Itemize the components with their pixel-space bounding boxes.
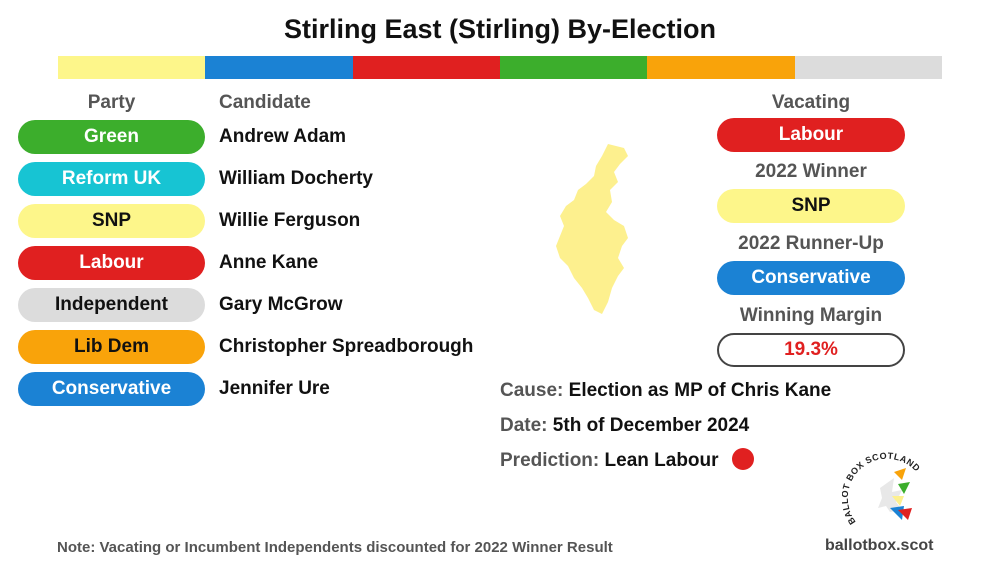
candidate-name: Andrew Adam bbox=[219, 126, 347, 147]
date-label: Date: bbox=[500, 415, 548, 436]
candidate-name: Anne Kane bbox=[219, 252, 319, 273]
ward-map bbox=[556, 144, 628, 314]
party-pill-green: Green bbox=[18, 120, 205, 154]
stripe-segment bbox=[794, 56, 942, 79]
candidate-name: Christopher Spreadborough bbox=[219, 336, 474, 357]
date-line: Date: 5th of December 2024 bbox=[500, 415, 749, 437]
cause-value: Election as MP of Chris Kane bbox=[568, 380, 832, 401]
candidate-name: Gary McGrow bbox=[219, 294, 343, 315]
margin-label: Winning Margin bbox=[739, 305, 883, 326]
party-color-stripe bbox=[58, 56, 942, 79]
stripe-segment bbox=[647, 56, 795, 79]
date-value: 5th of December 2024 bbox=[552, 415, 750, 436]
candidate-name: William Docherty bbox=[219, 168, 373, 189]
party-column-header: Party bbox=[87, 92, 136, 113]
cause-label: Cause: bbox=[500, 380, 564, 401]
prediction-line: Prediction: Lean Labour bbox=[500, 448, 754, 472]
cause-line: Cause: Election as MP of Chris Kane bbox=[500, 380, 831, 402]
runner-up-party-pill: Conservative bbox=[717, 261, 905, 295]
party-pill-conservative: Conservative bbox=[18, 372, 205, 406]
party-pill-lib-dem: Lib Dem bbox=[18, 330, 205, 364]
footnote: Note: Vacating or Incumbent Independents… bbox=[57, 539, 613, 556]
candidate-name: Jennifer Ure bbox=[219, 378, 330, 399]
party-pill-labour: Labour bbox=[18, 246, 205, 280]
page-title: Stirling East (Stirling) By-Election bbox=[283, 14, 717, 44]
candidate-column-header: Candidate bbox=[219, 92, 311, 113]
party-pill-reform-uk: Reform UK bbox=[18, 162, 205, 196]
stripe-segment bbox=[205, 56, 353, 79]
prediction-dot-icon bbox=[731, 448, 754, 470]
margin-value: 19.3% bbox=[717, 333, 905, 367]
site-url: ballotbox.scot bbox=[825, 537, 934, 554]
prediction-label: Prediction: bbox=[500, 450, 600, 472]
winner-party-pill: SNP bbox=[717, 189, 905, 223]
stripe-segment bbox=[352, 56, 500, 79]
candidate-name: Willie Ferguson bbox=[219, 210, 361, 231]
vacating-party-pill: Labour bbox=[717, 118, 905, 152]
stripe-segment bbox=[499, 56, 648, 79]
winner-label: 2022 Winner bbox=[755, 161, 867, 182]
runner-up-label: 2022 Runner-Up bbox=[738, 233, 884, 254]
party-pill-independent: Independent bbox=[18, 288, 205, 322]
stripe-segment bbox=[58, 56, 206, 79]
ballot-box-scotland-logo: BALLOT BOX SCOTLAND bbox=[842, 451, 922, 527]
prediction-value: Lean Labour bbox=[604, 450, 719, 472]
vacating-label: Vacating bbox=[771, 92, 851, 113]
party-pill-snp: SNP bbox=[18, 204, 205, 238]
